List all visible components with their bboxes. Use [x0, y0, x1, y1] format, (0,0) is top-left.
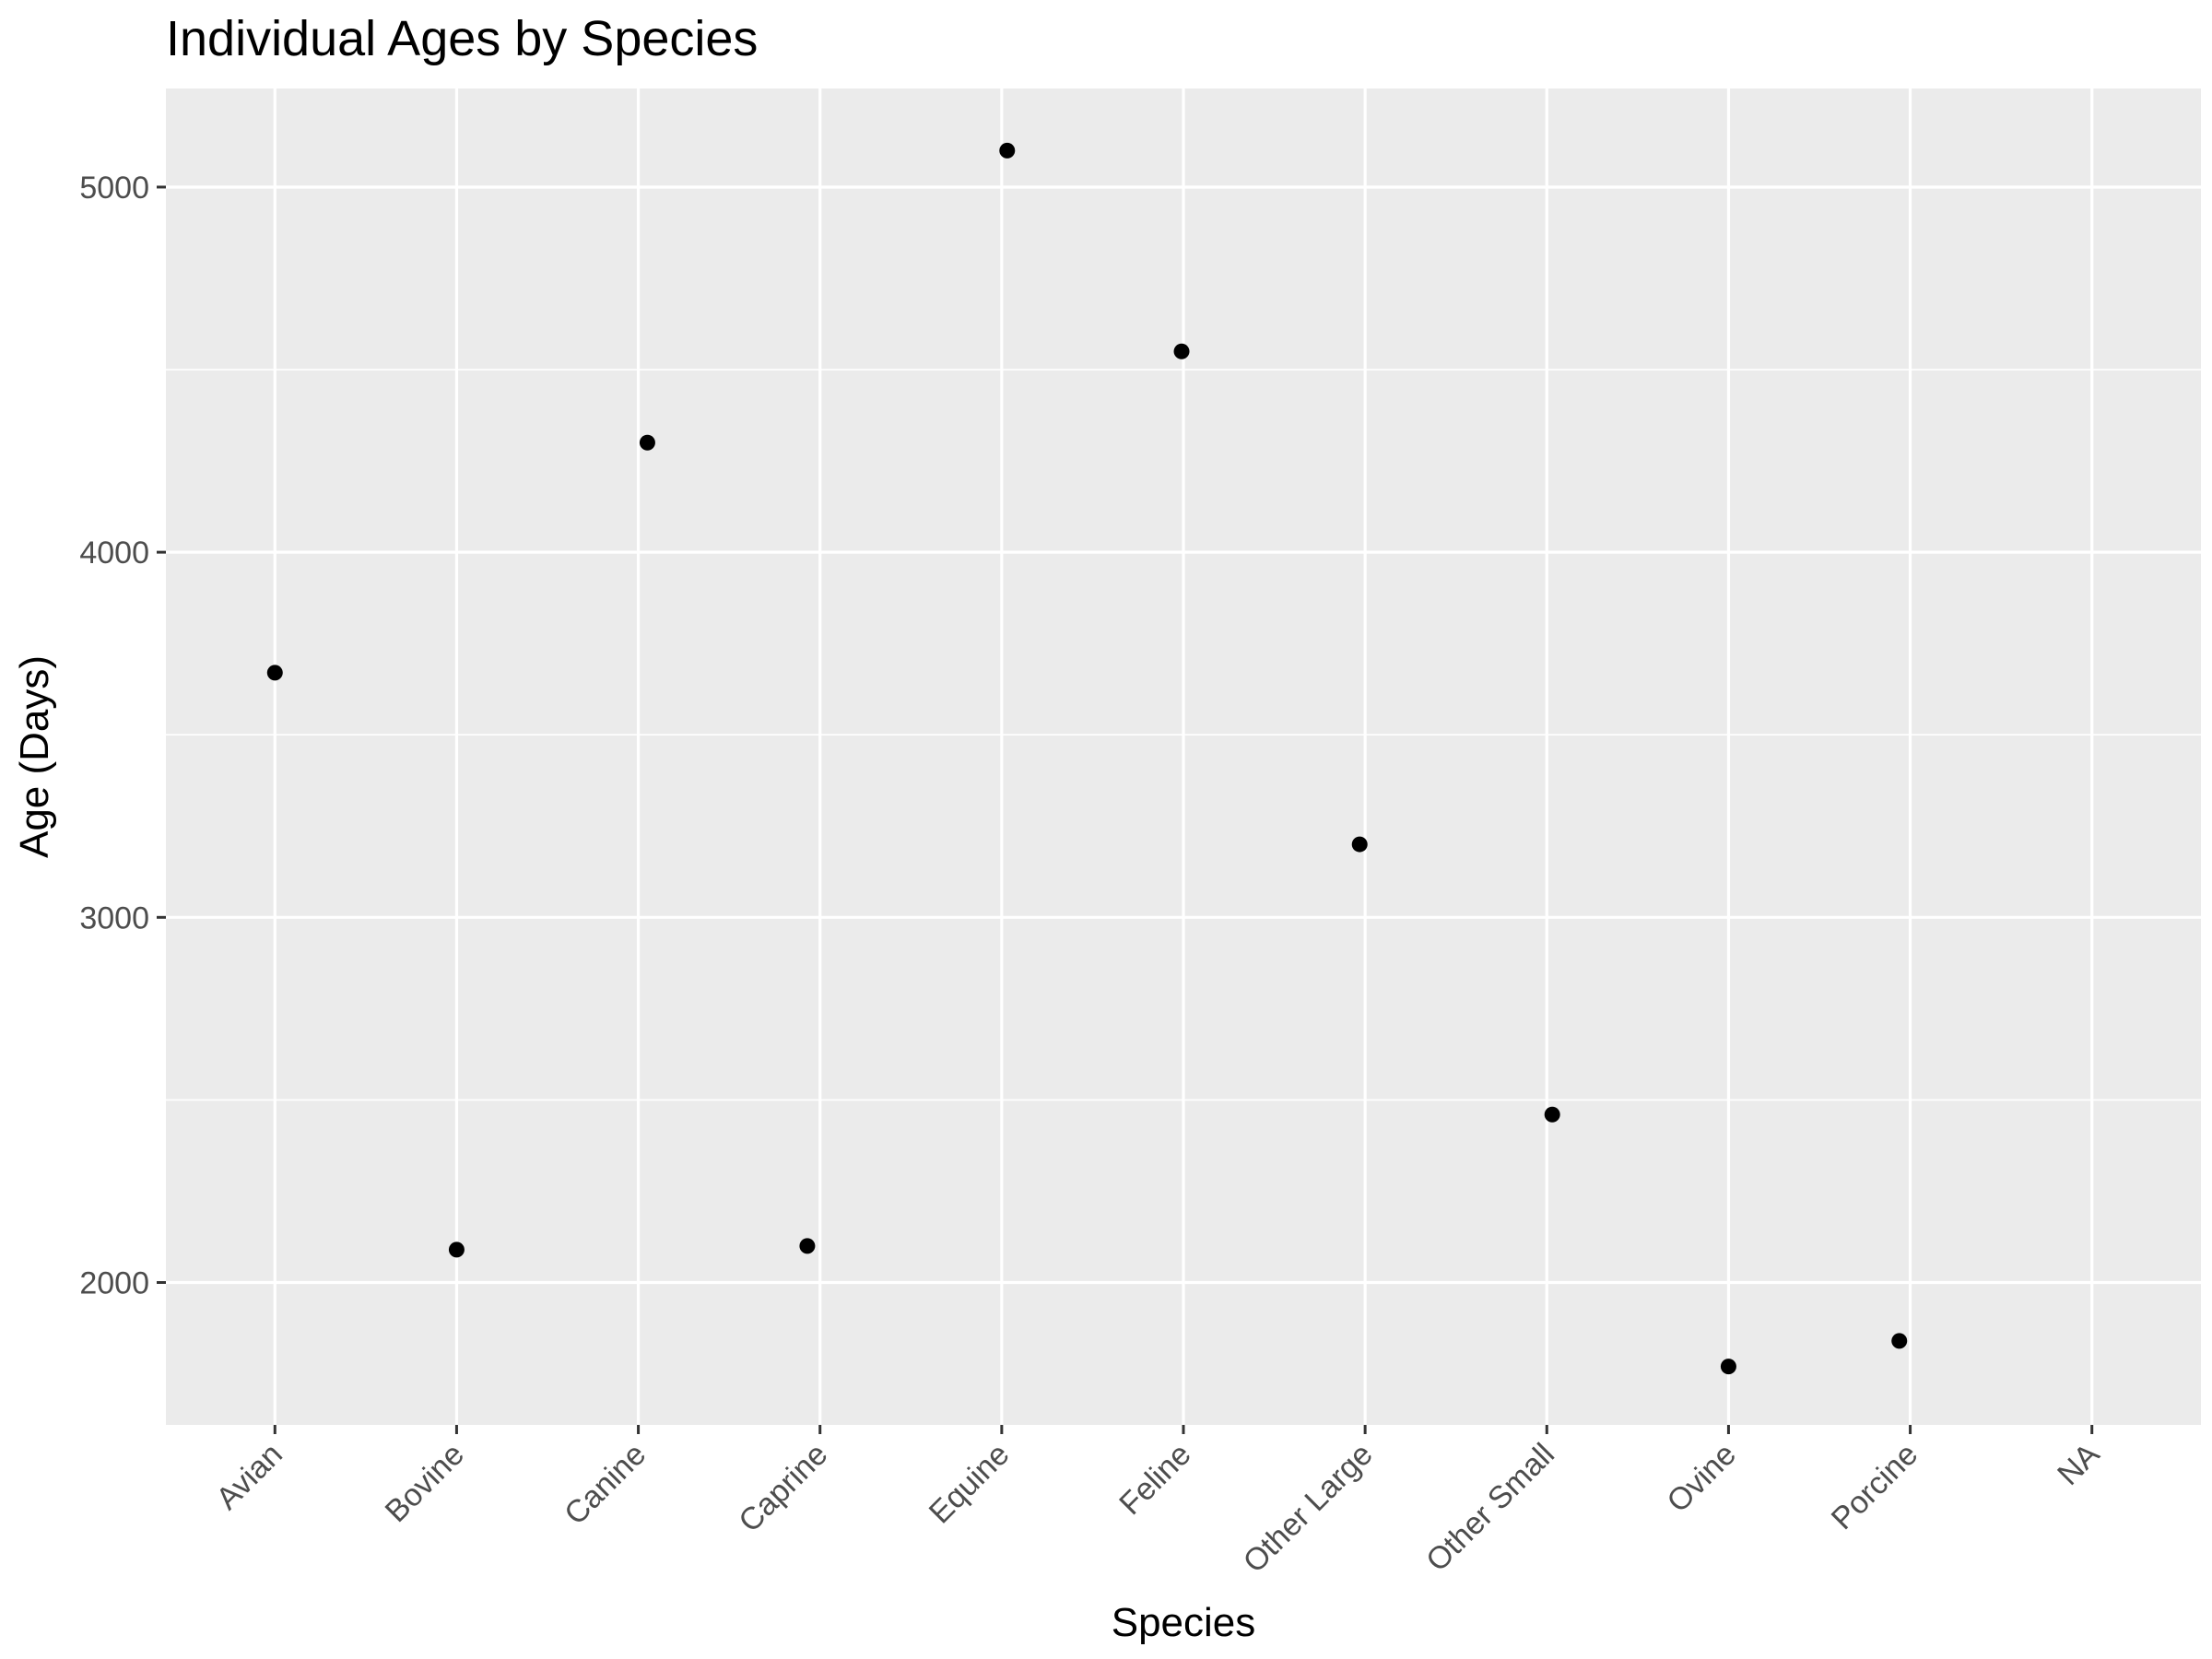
data-point: [1173, 343, 1190, 359]
major-gridlines: [166, 88, 2201, 1425]
chart-title: Individual Ages by Species: [166, 11, 758, 66]
x-tick-label: Canine: [558, 1437, 653, 1532]
data-point: [1544, 1106, 1560, 1123]
x-tick-label: Bovine: [379, 1437, 471, 1529]
x-axis: Avian Bovine Canine Caprine Equine Feline Othe…: [209, 1425, 2107, 1580]
x-axis-title: Species: [1112, 1600, 1256, 1645]
y-tick-label: 3000: [79, 900, 149, 935]
y-tick-label: 4000: [79, 535, 149, 571]
x-tick-label: Ovine: [1660, 1437, 1743, 1520]
x-tick-label: Equine: [923, 1437, 1017, 1531]
x-tick-label: Caprine: [732, 1437, 834, 1539]
x-tick-label: Other Large: [1237, 1437, 1380, 1580]
data-point: [1891, 1333, 1908, 1349]
data-point: [999, 142, 1016, 159]
data-point: [799, 1238, 816, 1254]
x-tick-label: Feline: [1112, 1437, 1197, 1522]
data-point: [266, 665, 283, 681]
y-tick-label: 2000: [79, 1265, 149, 1300]
data-point: [639, 434, 655, 451]
data-point: [1720, 1359, 1736, 1375]
x-tick-label: Porcine: [1825, 1437, 1924, 1536]
x-tick-label: NA: [2051, 1437, 2106, 1492]
data-point: [1351, 836, 1368, 853]
x-tick-label: Other Small: [1419, 1437, 1561, 1579]
y-tick-label: 5000: [79, 171, 149, 206]
data-point: [448, 1241, 465, 1258]
x-tick-label: Avian: [209, 1437, 289, 1517]
y-axis: 2000 3000 4000 5000: [79, 171, 166, 1300]
data-points: [266, 142, 1908, 1375]
y-axis-title: Age (Days): [12, 655, 57, 858]
